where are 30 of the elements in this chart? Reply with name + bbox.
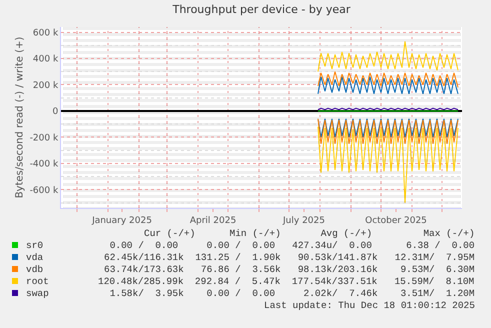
text: 62.45k/116.31k 131.25 / 1.90k 90.53k/141.87k 12.31M/ 7.95M bbox=[104, 252, 475, 263]
y-tick-label: 0 bbox=[52, 107, 58, 118]
legend-label: vda bbox=[26, 252, 44, 263]
line-series bbox=[318, 40, 458, 72]
legend-label: vdb bbox=[26, 264, 44, 275]
legend-label: swap bbox=[26, 288, 50, 299]
text: 120.48k/285.99k 292.84 / 5.47k 177.54k/337.51k 15.59M/ 8.10M bbox=[98, 276, 475, 287]
y-tick-label: 600 k bbox=[32, 28, 59, 38]
x-tick-label: July 2025 bbox=[282, 216, 325, 226]
text: 1.58k/ 3.95k 0.00 / 0.00 2.02k/ 7.46k 3.51M/ 1.20M bbox=[104, 288, 475, 299]
text: 0.00 / 0.00 0.00 / 0.00 427.34u/ 0.00 6.38 / 0.00 bbox=[104, 240, 475, 251]
y-tick-label: -600 k bbox=[30, 186, 59, 196]
line-series bbox=[318, 76, 458, 94]
x-tick-label: January 2025 bbox=[91, 216, 152, 226]
x-tick-label: October 2025 bbox=[365, 216, 427, 226]
line-series bbox=[318, 126, 458, 204]
text: Last update: Thu Dec 18 01:00:12 2025 bbox=[264, 300, 476, 311]
line-series bbox=[318, 118, 458, 144]
x-tick-label: April 2025 bbox=[190, 216, 236, 226]
text: 63.74k/173.63k 76.86 / 3.56k 98.13k/203.16k 9.53M/ 6.30M bbox=[104, 264, 475, 275]
y-tick-label: 200 k bbox=[32, 80, 59, 91]
text: Cur (-/+) Min (-/+) Avg (-/+) Max (-/+) bbox=[144, 228, 475, 239]
legend-label: sr0 bbox=[26, 240, 44, 251]
y-tick-label: 400 k bbox=[32, 54, 59, 65]
legend-label: root bbox=[26, 276, 49, 287]
y-tick-label: -400 k bbox=[30, 160, 59, 170]
chart-title: Throughput per device - by year bbox=[172, 2, 351, 16]
y-tick-label: -200 k bbox=[30, 133, 59, 144]
line-series bbox=[318, 71, 458, 88]
y-axis-title: Bytes/second read (-) / write (+) bbox=[14, 36, 26, 198]
